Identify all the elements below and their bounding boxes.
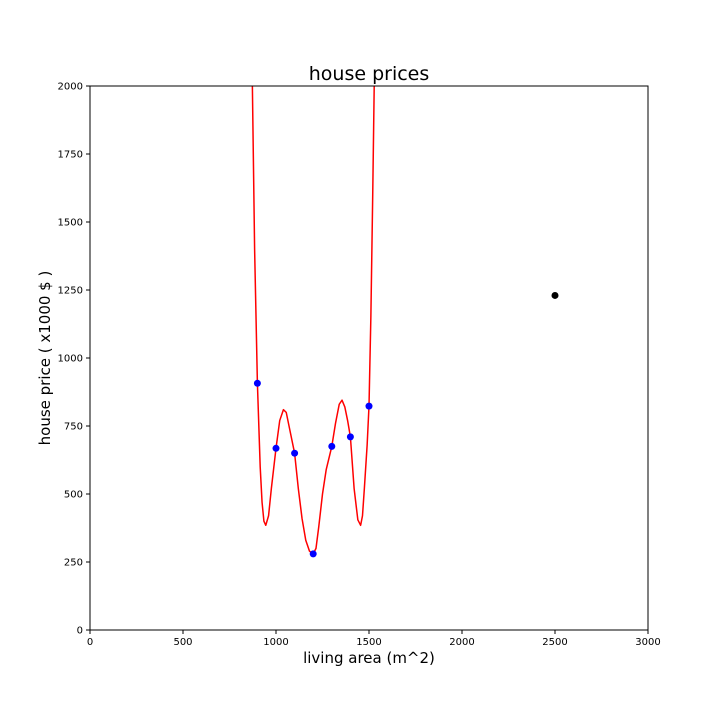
data-point: [328, 442, 336, 450]
data-point: [291, 449, 299, 457]
data-point: [309, 550, 317, 558]
plot-area: [89, 85, 649, 631]
prediction-point: [551, 291, 559, 299]
x-tick-label: 0: [87, 637, 93, 648]
y-tick-label: 250: [64, 558, 83, 569]
x-axis: 0 500 1000 1500 2000 2500 3000: [87, 630, 661, 648]
y-tick-label: 2000: [58, 82, 83, 93]
data-point: [346, 433, 354, 441]
data-point: [272, 444, 280, 452]
points-layer: [253, 291, 559, 558]
x-tick-label: 1000: [263, 637, 288, 648]
x-tick-label: 1500: [356, 637, 381, 648]
x-tick-label: 500: [173, 637, 192, 648]
x-tick-label: 2500: [542, 637, 567, 648]
plot-frame: [89, 85, 649, 631]
fit-curve-layer: [251, 86, 375, 555]
x-axis-label: living area (m^2): [303, 649, 435, 667]
y-axis: 0 250 500 750 1000 1250 1500 1750 2000: [58, 82, 90, 637]
data-point: [253, 379, 261, 387]
y-tick-label: 1000: [58, 354, 83, 365]
y-tick-label: 750: [64, 422, 83, 433]
x-tick-label: 3000: [635, 637, 660, 648]
chart-title: house prices: [309, 63, 430, 85]
x-tick-label: 2000: [449, 637, 474, 648]
fit-curve: [251, 86, 375, 555]
y-axis-label: house price ( x1000 $ ): [36, 271, 54, 446]
y-tick-label: 0: [77, 626, 83, 637]
y-tick-label: 1500: [58, 218, 83, 229]
y-tick-label: 500: [64, 490, 83, 501]
y-tick-label: 1750: [58, 150, 83, 161]
data-point: [365, 402, 373, 410]
y-tick-label: 1250: [58, 286, 83, 297]
